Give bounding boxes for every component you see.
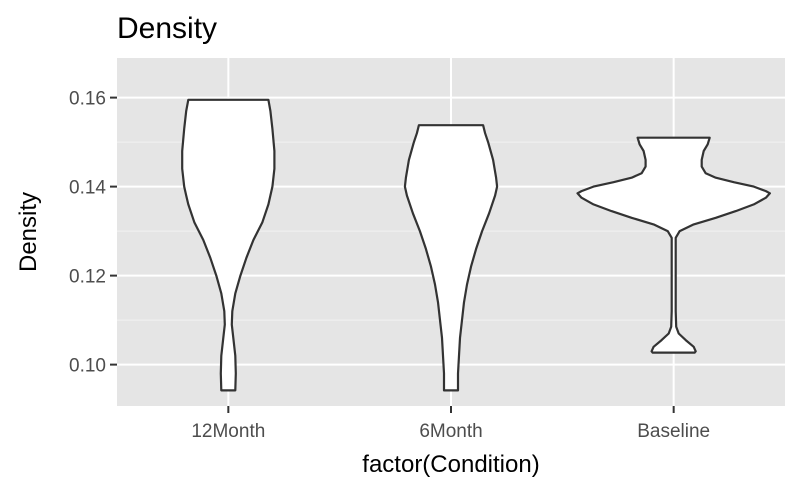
y-axis: 0.10 0.12 0.14 0.16 — [69, 89, 117, 377]
x-axis: 12Month 6Month Baseline — [191, 406, 710, 442]
violin-6month — [403, 124, 499, 392]
y-tick-label: 0.10 — [69, 356, 106, 377]
violins — [181, 98, 771, 392]
x-axis-label: factor(Condition) — [362, 451, 539, 478]
x-tick-label: 6Month — [419, 421, 482, 442]
x-tick-label: Baseline — [637, 421, 710, 442]
violin-baseline — [576, 136, 771, 354]
violin-12month — [181, 98, 276, 392]
y-tick-label: 0.14 — [69, 178, 106, 199]
y-tick-label: 0.12 — [69, 267, 106, 288]
y-tick-label: 0.16 — [69, 89, 106, 110]
chart-title: Density — [117, 12, 217, 45]
x-tick-label: 12Month — [191, 421, 265, 442]
y-axis-label: Density — [15, 192, 42, 272]
